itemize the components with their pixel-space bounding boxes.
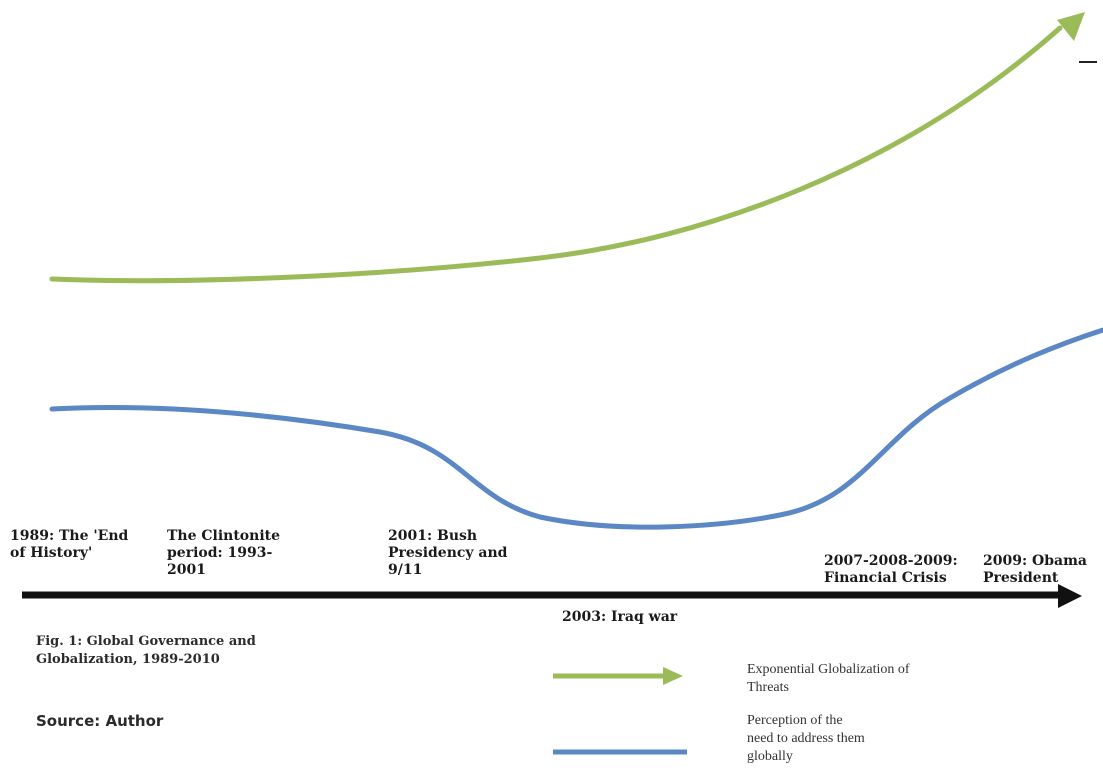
legend-perception-label: Perception of the need to address them g…: [747, 713, 865, 764]
timeline-arrowhead: [1058, 584, 1082, 608]
event-obama-president: 2009: Obama President: [983, 553, 1087, 586]
figure-caption: Fig. 1: Global Governance and Globalizat…: [36, 634, 256, 667]
globalization-curve: [49, 25, 1063, 284]
perception-curve: [49, 327, 1103, 530]
event-financial-crisis: 2007-2008-2009: Financial Crisis: [824, 553, 958, 586]
legend-globalization-label: Exponential Globalization of Threats: [747, 662, 910, 695]
event-clinton-period: The Clintonite period: 1993- 2001: [167, 528, 281, 578]
figure-source: Source: Author: [36, 712, 164, 730]
legend-globalization-arrowhead: [663, 667, 683, 685]
globalization-arrowhead: [1057, 12, 1085, 41]
event-iraq-war: 2003: Iraq war: [562, 609, 678, 625]
event-bush-911: 2001: Bush Presidency and 9/11: [388, 528, 508, 578]
event-end-of-history: 1989: The 'End of History': [10, 528, 129, 561]
